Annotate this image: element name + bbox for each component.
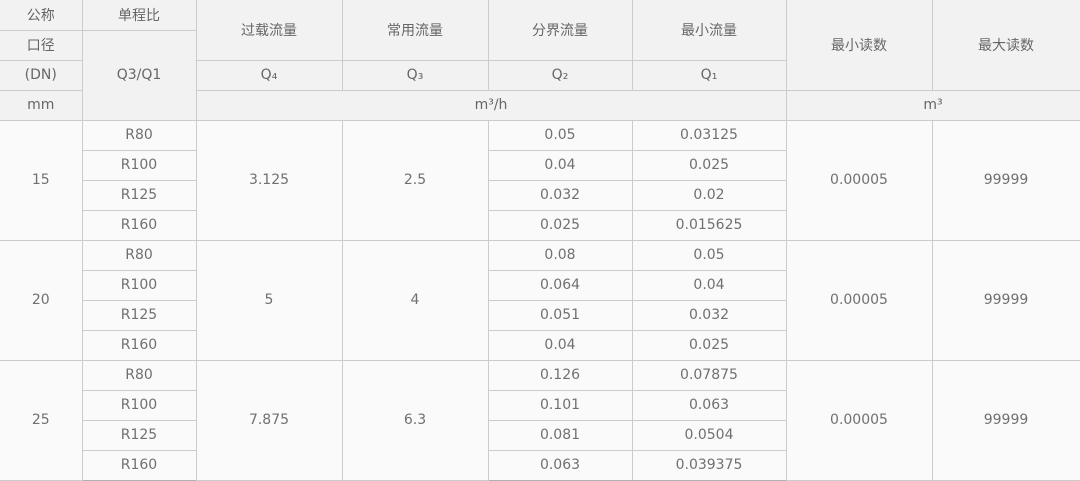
q1-value: 0.039375 xyxy=(631,449,787,481)
header-dn-line2: 口径 xyxy=(0,29,83,61)
table-row: 25 R80 7.875 6.3 0.126 0.07875 0.00005 9… xyxy=(0,359,1080,481)
q4-value: 5 xyxy=(195,239,343,361)
table-row: R125 0.081 0.0504 xyxy=(0,419,1080,451)
header-transitional-flow-label: 分界流量 xyxy=(487,0,633,61)
header-common-flow-label: 常用流量 xyxy=(341,0,489,61)
header-row-1: 公称 单程比 过载流量 常用流量 分界流量 最小流量 最小读数 最大读数 xyxy=(0,0,1080,91)
q1-value: 0.025 xyxy=(631,149,787,181)
q2-value: 0.08 xyxy=(487,239,633,271)
q1-value: 0.03125 xyxy=(631,119,787,151)
header-row-4: mm m³/h m³ xyxy=(0,89,1080,121)
ratio-value: R100 xyxy=(81,149,197,181)
header-overload-flow-label: 过载流量 xyxy=(195,0,343,61)
q3-value: 6.3 xyxy=(341,359,489,481)
max-reading-value: 99999 xyxy=(931,239,1080,361)
max-reading-value: 99999 xyxy=(931,359,1080,481)
header-row-3: (DN) Q₄ Q₃ Q₂ Q₁ xyxy=(0,59,1080,91)
q2-value: 0.032 xyxy=(487,179,633,211)
header-max-reading-label: 最大读数 xyxy=(931,0,1080,91)
header-q2-symbol: Q₂ xyxy=(487,59,633,91)
ratio-value: R100 xyxy=(81,269,197,301)
header-q4-symbol: Q₄ xyxy=(195,59,343,91)
q2-value: 0.04 xyxy=(487,329,633,361)
q1-value: 0.04 xyxy=(631,269,787,301)
table-row: 20 R80 5 4 0.08 0.05 0.00005 99999 xyxy=(0,239,1080,361)
q1-value: 0.05 xyxy=(631,239,787,271)
q1-value: 0.0504 xyxy=(631,419,787,451)
table-row: R160 0.025 0.015625 xyxy=(0,209,1080,241)
dn-value: 15 xyxy=(0,119,83,241)
header-q1-symbol: Q₁ xyxy=(631,59,787,91)
q2-value: 0.064 xyxy=(487,269,633,301)
q4-value: 3.125 xyxy=(195,119,343,241)
table-row: R125 0.051 0.032 xyxy=(0,299,1080,331)
header-q3-symbol: Q₃ xyxy=(341,59,489,91)
q2-value: 0.04 xyxy=(487,149,633,181)
min-reading-value: 0.00005 xyxy=(785,119,933,241)
ratio-value: R160 xyxy=(81,209,197,241)
ratio-value: R100 xyxy=(81,389,197,421)
ratio-value: R125 xyxy=(81,299,197,331)
q3-value: 4 xyxy=(341,239,489,361)
q2-value: 0.051 xyxy=(487,299,633,331)
q1-value: 0.02 xyxy=(631,179,787,211)
q2-value: 0.081 xyxy=(487,419,633,451)
header-dn-line4: mm xyxy=(0,89,83,121)
dn-value: 20 xyxy=(0,239,83,361)
q1-value: 0.07875 xyxy=(631,359,787,391)
q1-value: 0.063 xyxy=(631,389,787,421)
header-range-ratio-label: 单程比 xyxy=(81,0,197,31)
ratio-value: R125 xyxy=(81,179,197,211)
q1-value: 0.015625 xyxy=(631,209,787,241)
header-range-ratio-symbol: Q3/Q1 xyxy=(81,29,197,121)
ratio-value: R160 xyxy=(81,329,197,361)
max-reading-value: 99999 xyxy=(931,119,1080,241)
table-row: R160 0.063 0.039375 xyxy=(0,449,1080,481)
ratio-value: R160 xyxy=(81,449,197,481)
q2-value: 0.05 xyxy=(487,119,633,151)
ratio-value: R80 xyxy=(81,119,197,151)
q1-value: 0.032 xyxy=(631,299,787,331)
q1-value: 0.025 xyxy=(631,329,787,361)
header-dn-line1: 公称 xyxy=(0,0,83,31)
table-row: R100 0.04 0.025 xyxy=(0,149,1080,181)
min-reading-value: 0.00005 xyxy=(785,359,933,481)
header-reading-unit: m³ xyxy=(785,89,1080,121)
q2-value: 0.063 xyxy=(487,449,633,481)
ratio-value: R125 xyxy=(81,419,197,451)
q2-value: 0.101 xyxy=(487,389,633,421)
header-minimum-flow-label: 最小流量 xyxy=(631,0,787,61)
header-dn-line3: (DN) xyxy=(0,59,83,91)
table-row: R100 0.064 0.04 xyxy=(0,269,1080,301)
min-reading-value: 0.00005 xyxy=(785,239,933,361)
header-flow-unit: m³/h xyxy=(195,89,787,121)
ratio-value: R80 xyxy=(81,359,197,391)
dn-value: 25 xyxy=(0,359,83,481)
q4-value: 7.875 xyxy=(195,359,343,481)
header-min-reading-label: 最小读数 xyxy=(785,0,933,91)
table-row: 15 R80 3.125 2.5 0.05 0.03125 0.00005 99… xyxy=(0,119,1080,241)
ratio-value: R80 xyxy=(81,239,197,271)
q2-value: 0.126 xyxy=(487,359,633,391)
q3-value: 2.5 xyxy=(341,119,489,241)
q2-value: 0.025 xyxy=(487,209,633,241)
